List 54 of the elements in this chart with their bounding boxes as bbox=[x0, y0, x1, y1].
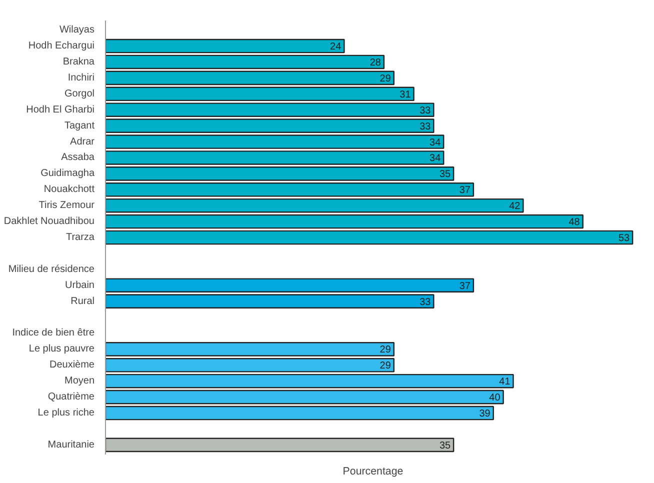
data-label: 48 bbox=[568, 217, 580, 228]
y-tick-label: Trarza bbox=[66, 232, 95, 243]
y-tick-label: Deuxième bbox=[49, 360, 95, 371]
data-label: 53 bbox=[618, 233, 630, 244]
data-label: 33 bbox=[420, 105, 432, 116]
y-tick-label: Le plus riche bbox=[38, 408, 95, 419]
data-label: 28 bbox=[370, 57, 382, 68]
bar bbox=[106, 406, 494, 420]
data-label: 34 bbox=[430, 137, 442, 148]
data-label: 33 bbox=[420, 296, 432, 308]
y-tick-label: Guidimagha bbox=[40, 168, 95, 180]
y-tick-label: Inchiri bbox=[68, 72, 95, 84]
data-label: 31 bbox=[400, 89, 412, 100]
bar bbox=[106, 438, 454, 452]
y-tick-label: Indice de bien être bbox=[12, 328, 95, 339]
x-axis-title: Pourcentage bbox=[342, 466, 404, 478]
y-tick-label: Urbain bbox=[65, 280, 95, 291]
y-tick-label: Tiris Zemour bbox=[38, 200, 96, 212]
bar bbox=[106, 214, 584, 229]
y-tick-label: Mauritanie bbox=[48, 439, 95, 450]
data-label: 40 bbox=[489, 392, 501, 404]
y-tick-label: Wilayas bbox=[59, 24, 95, 36]
data-label: 34 bbox=[430, 153, 442, 164]
y-tick-label: Adrar bbox=[70, 136, 96, 148]
bar bbox=[106, 38, 345, 54]
y-tick-label: Nouakchott bbox=[44, 184, 95, 196]
data-label: 39 bbox=[479, 408, 491, 420]
data-label: 41 bbox=[499, 376, 511, 388]
data-label: 42 bbox=[509, 201, 521, 212]
y-tick-label: Rural bbox=[70, 296, 95, 307]
data-label: 37 bbox=[459, 185, 471, 196]
data-label: 29 bbox=[380, 360, 392, 372]
y-tick-label: Dakhlet Nouadhibou bbox=[4, 216, 95, 228]
data-label: 24 bbox=[330, 42, 342, 53]
bar bbox=[106, 70, 395, 86]
y-tick-label: Le plus pauvre bbox=[28, 344, 95, 355]
data-label: 35 bbox=[439, 440, 452, 452]
data-label: 33 bbox=[420, 121, 432, 132]
y-tick-label: Quatrième bbox=[48, 392, 95, 403]
data-label: 37 bbox=[459, 280, 471, 292]
bar bbox=[106, 390, 504, 404]
y-tick-label: Hodh Echargui bbox=[28, 40, 95, 52]
bar bbox=[106, 54, 385, 70]
bar bbox=[106, 230, 634, 245]
data-label: 35 bbox=[439, 169, 452, 180]
data-label: 29 bbox=[380, 344, 392, 356]
y-tick-label: Gorgol bbox=[64, 88, 94, 100]
y-tick-label: Hodh El Gharbi bbox=[26, 104, 95, 116]
data-label: 29 bbox=[380, 73, 392, 84]
y-tick-label: Moyen bbox=[64, 376, 94, 387]
y-tick-label: Tagant bbox=[64, 120, 95, 132]
y-tick-label: Assaba bbox=[61, 152, 95, 164]
y-tick-label: Brakna bbox=[62, 56, 95, 68]
y-tick-label: Milieu de résidence bbox=[8, 264, 95, 275]
